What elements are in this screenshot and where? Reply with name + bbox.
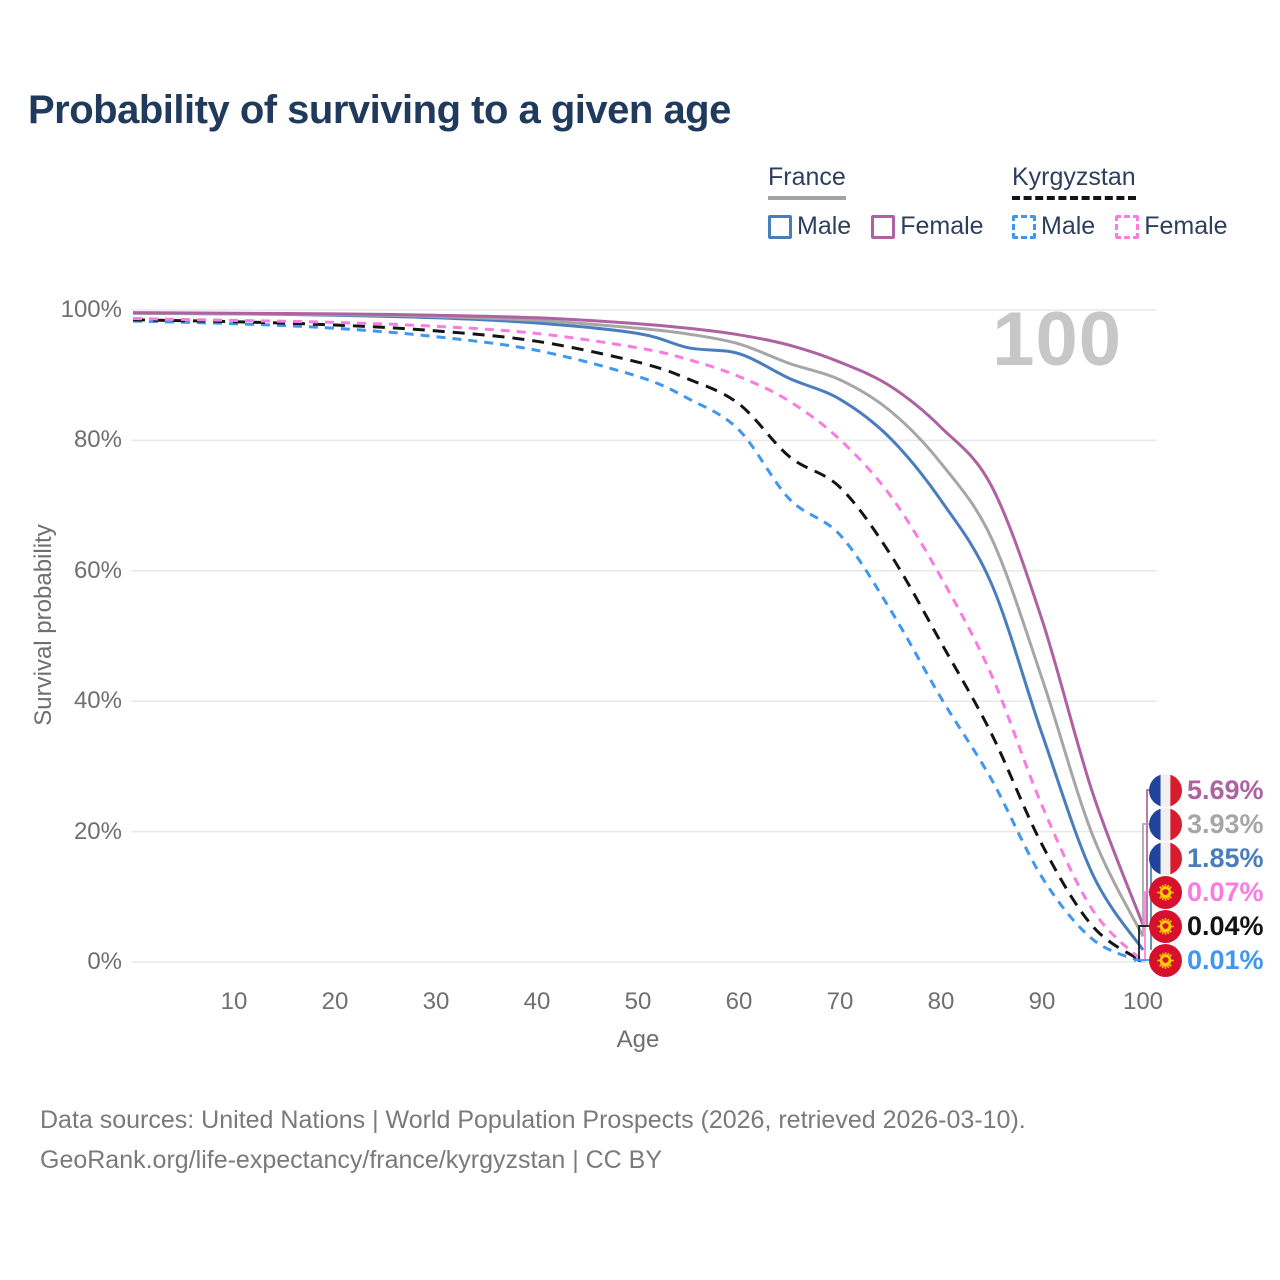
hover-age-watermark: 100 [992,297,1122,382]
legend-item-france-male[interactable]: Male [768,212,851,241]
ytick-20: 20% [73,818,122,845]
series-line-kyrgyzstan-both-sexes [132,318,1144,963]
ytick-80: 80% [73,426,122,453]
legend-group-kyrgyzstan: Kyrgyzstan Male Female [1012,163,1228,241]
xtick-30: 30 [422,988,450,1015]
xtick-100: 100 [1122,988,1164,1015]
legend-item-kyrgyzstan-male[interactable]: Male [1012,212,1095,241]
xtick-60: 60 [725,988,753,1015]
france-flag-icon [1149,841,1182,875]
kyrgyzstan-flag-icon [1149,909,1182,943]
legend-country-kyrgyzstan: Kyrgyzstan [1012,163,1136,200]
series-line-kyrgyzstan-female [132,317,1145,963]
x-axis-label: Age [616,1026,660,1053]
sun-rays [1157,883,1174,901]
end-label-value: 0.07% [1187,876,1264,907]
end-label-value: 0.01% [1187,944,1264,975]
end-label-france-male: 1.85% [1149,841,1264,875]
xtick-40: 40 [523,988,551,1015]
footer-sources: Data sources: United Nations | World Pop… [40,1106,1026,1134]
series-line-kyrgyzstan-male [132,319,1144,964]
xtick-10: 10 [220,988,248,1015]
kyrgyzstan-female-swatch-icon[interactable] [1115,214,1140,239]
label-connector-kyrgyzstan-both-sexes [1138,925,1152,962]
end-label-france-both: 3.93% [1149,807,1264,841]
kyrgyzstan-flag-icon [1149,943,1182,977]
end-label-value: 3.93% [1187,808,1264,839]
end-label-france-female: 5.69% [1149,773,1264,807]
legend-item-kyrgyzstan-female[interactable]: Female [1095,212,1228,241]
end-label-kyrgyzstan-female: 0.07% [1149,875,1264,909]
ytick-0: 0% [87,948,122,975]
end-label-value: 0.04% [1187,910,1264,941]
xtick-90: 90 [1028,988,1056,1015]
sun-rays [1157,951,1174,969]
legend-item-label[interactable]: Female [1144,212,1228,240]
series-line-france-female [132,311,1145,926]
legend-country-france: France [768,163,846,200]
end-label-kyrgyzstan-male: 0.01% [1149,943,1264,977]
kyrgyzstan-male-swatch-icon[interactable] [1012,214,1036,239]
end-label-value: 5.69% [1187,774,1264,805]
france-flag-icon [1149,773,1182,807]
end-label-value: 1.85% [1187,842,1264,873]
ytick-100: 100% [60,296,122,323]
series-line-france-both-sexes [132,311,1145,938]
sun-rays [1157,917,1174,935]
label-connector-france-both-sexes [1142,823,1152,937]
legend-item-label[interactable]: Male [1041,212,1096,240]
france-male-swatch-icon[interactable] [768,214,792,239]
y-axis-label: Survival probability [30,524,57,726]
end-label-kyrgyzstan-both: 0.04% [1149,909,1264,943]
legend-item-label[interactable]: Female [900,212,984,240]
label-connector-kyrgyzstan-male [1134,959,1152,962]
ytick-60: 60% [73,557,122,584]
xtick-70: 70 [826,988,854,1015]
legend-item-label[interactable]: Male [797,212,852,240]
xtick-80: 80 [927,988,955,1015]
xtick-50: 50 [624,988,652,1015]
france-female-swatch-icon[interactable] [871,214,896,239]
page-title: Probability of surviving to a given age [28,88,731,132]
footer-attribution: GeoRank.org/life-expectancy/france/kyrgy… [40,1146,663,1174]
legend-item-france-female[interactable]: Female [851,212,984,241]
kyrgyzstan-flag-icon [1149,875,1182,909]
series-line-france-male [132,311,1145,951]
legend-group-france: France Male Female [768,163,984,241]
france-flag-icon [1149,807,1182,841]
ytick-40: 40% [73,687,122,714]
xtick-20: 20 [321,988,349,1015]
